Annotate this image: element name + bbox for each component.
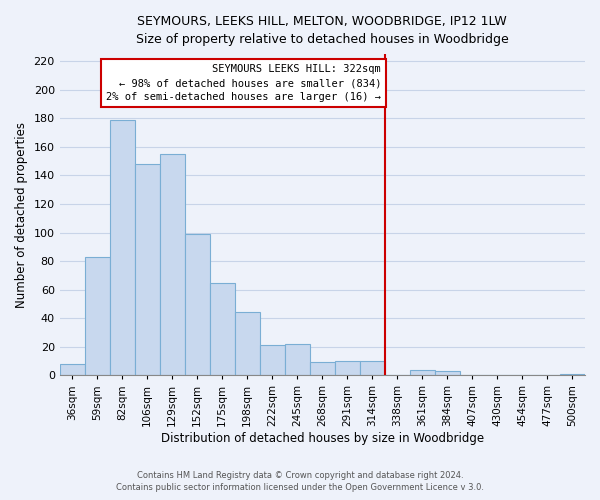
X-axis label: Distribution of detached houses by size in Woodbridge: Distribution of detached houses by size …	[161, 432, 484, 445]
Bar	[160, 154, 185, 376]
Bar	[285, 344, 310, 376]
Bar	[360, 361, 385, 376]
Bar	[560, 374, 585, 376]
Bar	[135, 164, 160, 376]
Text: Contains HM Land Registry data © Crown copyright and database right 2024.
Contai: Contains HM Land Registry data © Crown c…	[116, 471, 484, 492]
Bar	[85, 257, 110, 376]
Bar	[235, 312, 260, 376]
Bar	[110, 120, 135, 376]
Bar	[435, 371, 460, 376]
Bar	[260, 346, 285, 376]
Bar	[335, 361, 360, 376]
Bar	[310, 362, 335, 376]
Title: SEYMOURS, LEEKS HILL, MELTON, WOODBRIDGE, IP12 1LW
Size of property relative to : SEYMOURS, LEEKS HILL, MELTON, WOODBRIDGE…	[136, 15, 509, 46]
Bar	[410, 370, 435, 376]
Bar	[185, 234, 210, 376]
Text: SEYMOURS LEEKS HILL: 322sqm
← 98% of detached houses are smaller (834)
2% of sem: SEYMOURS LEEKS HILL: 322sqm ← 98% of det…	[106, 64, 381, 102]
Bar	[210, 282, 235, 376]
Y-axis label: Number of detached properties: Number of detached properties	[15, 122, 28, 308]
Bar	[59, 364, 85, 376]
